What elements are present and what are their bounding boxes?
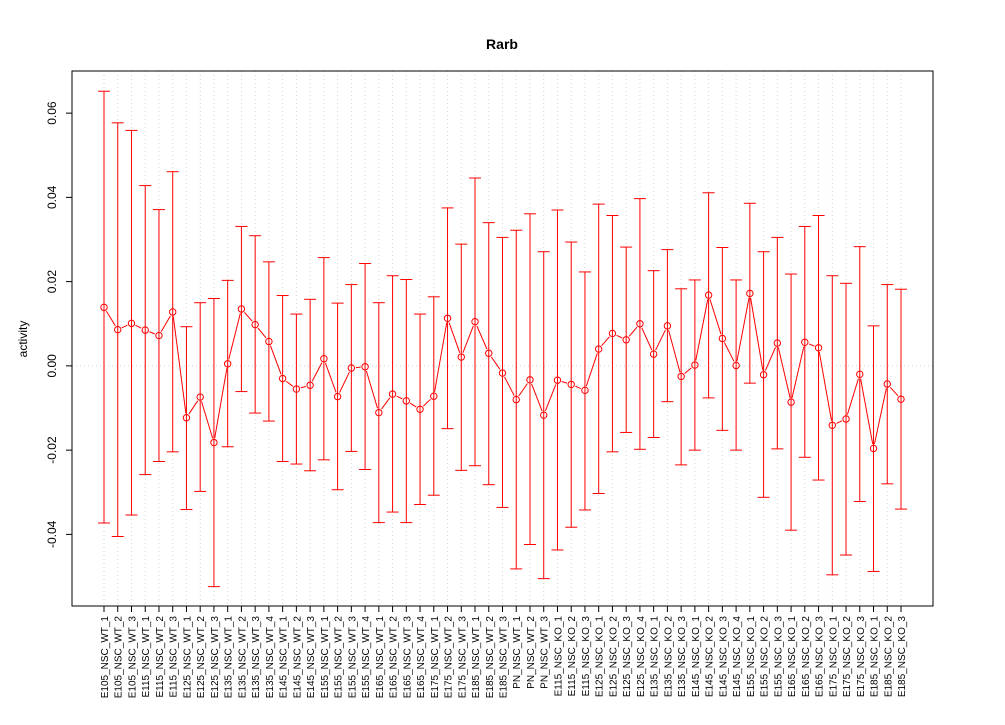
chart-title: Rarb (486, 36, 518, 52)
x-tick-label: E105_NSC_WT_3 (127, 616, 138, 699)
x-tick-label: E115_NSC_WT_3 (169, 616, 180, 698)
x-tick-label: E175_NSC_KO_3 (856, 616, 867, 698)
x-tick-label: E155_NSC_KO_2 (760, 616, 771, 698)
x-tick-label: E105_NSC_WT_1 (100, 616, 111, 699)
x-tick-label: E165_NSC_WT_3 (402, 616, 413, 699)
x-tick-label: E185_NSC_KO_1 (870, 616, 881, 698)
x-tick-label: E155_NSC_WT_3 (347, 616, 358, 699)
x-tick-label: E155_NSC_KO_1 (746, 616, 757, 698)
x-tick-label: E185_NSC_KO_2 (883, 616, 894, 698)
x-tick-label: E185_NSC_KO_3 (897, 616, 908, 698)
x-tick-label: E165_NSC_WT_1 (375, 616, 386, 699)
x-tick-label: E115_NSC_WT_2 (155, 616, 166, 698)
x-tick-label: E125_NSC_KO_3 (622, 616, 633, 698)
x-tick-label: E175_NSC_WT_1 (430, 616, 441, 699)
x-tick-label: PN_NSC_WT_2 (526, 616, 537, 689)
y-tick-label: -0.02 (45, 436, 59, 464)
x-tick-label: E185_NSC_WT_3 (499, 616, 510, 699)
y-tick-label: 0.00 (45, 354, 59, 378)
x-tick-label: E135_NSC_KO_1 (650, 616, 661, 698)
x-tick-label: E175_NSC_KO_2 (842, 616, 853, 698)
y-tick-label: 0.02 (45, 270, 59, 294)
x-tick-label: E125_NSC_KO_2 (608, 616, 619, 698)
x-tick-label: E155_NSC_WT_2 (334, 616, 345, 699)
x-tick-label: E175_NSC_WT_3 (457, 616, 468, 699)
x-tick-label: E115_NSC_KO_2 (567, 616, 578, 697)
x-tick-label: E145_NSC_KO_3 (718, 616, 729, 698)
x-tick-label: E165_NSC_KO_1 (787, 616, 798, 698)
x-tick-label: E135_NSC_WT_2 (237, 616, 248, 699)
x-tick-label: E135_NSC_KO_3 (677, 616, 688, 698)
x-tick-label: E135_NSC_WT_1 (224, 616, 235, 699)
x-tick-label: E155_NSC_WT_1 (320, 616, 331, 699)
x-tick-label: PN_NSC_WT_3 (540, 616, 551, 689)
x-tick-label: E145_NSC_KO_1 (691, 616, 702, 698)
x-tick-label: E185_NSC_WT_2 (485, 616, 496, 699)
x-tick-label: E105_NSC_WT_2 (114, 616, 125, 699)
y-tick-label: 0.06 (45, 101, 59, 125)
x-tick-label: E125_NSC_WT_3 (210, 616, 221, 699)
x-tick-label: E125_NSC_WT_2 (196, 616, 207, 699)
x-tick-label: PN_NSC_WT_1 (512, 616, 523, 689)
x-tick-label: E145_NSC_WT_1 (279, 616, 290, 699)
x-tick-label: E165_NSC_WT_2 (389, 616, 400, 699)
x-tick-label: E155_NSC_WT_4 (361, 616, 372, 699)
x-tick-label: E125_NSC_KO_4 (636, 616, 647, 698)
x-tick-label: E175_NSC_WT_2 (444, 616, 455, 699)
x-tick-label: E165_NSC_WT_4 (416, 616, 427, 699)
x-tick-label: E175_NSC_KO_1 (828, 616, 839, 698)
y-tick-label: 0.04 (45, 185, 59, 209)
x-tick-label: E145_NSC_WT_2 (292, 616, 303, 699)
x-tick-label: E145_NSC_KO_4 (732, 616, 743, 698)
x-tick-label: E125_NSC_WT_1 (182, 616, 193, 699)
x-tick-label: E185_NSC_WT_1 (471, 616, 482, 699)
y-tick-label: -0.04 (45, 520, 59, 548)
x-tick-label: E145_NSC_WT_3 (306, 616, 317, 699)
x-tick-label: E155_NSC_KO_3 (773, 616, 784, 698)
x-tick-label: E115_NSC_KO_1 (553, 616, 564, 697)
x-tick-label: E135_NSC_WT_3 (251, 616, 262, 699)
x-tick-label: E115_NSC_WT_1 (141, 616, 152, 698)
x-tick-label: E165_NSC_KO_2 (801, 616, 812, 698)
x-tick-label: E135_NSC_KO_2 (663, 616, 674, 698)
x-tick-label: E165_NSC_KO_3 (815, 616, 826, 698)
y-axis-label: activity (16, 321, 30, 358)
x-tick-label: E125_NSC_KO_1 (595, 616, 606, 698)
x-tick-label: E135_NSC_WT_4 (265, 616, 276, 699)
x-tick-label: E115_NSC_KO_3 (581, 616, 592, 697)
x-tick-label: E145_NSC_KO_2 (705, 616, 716, 698)
